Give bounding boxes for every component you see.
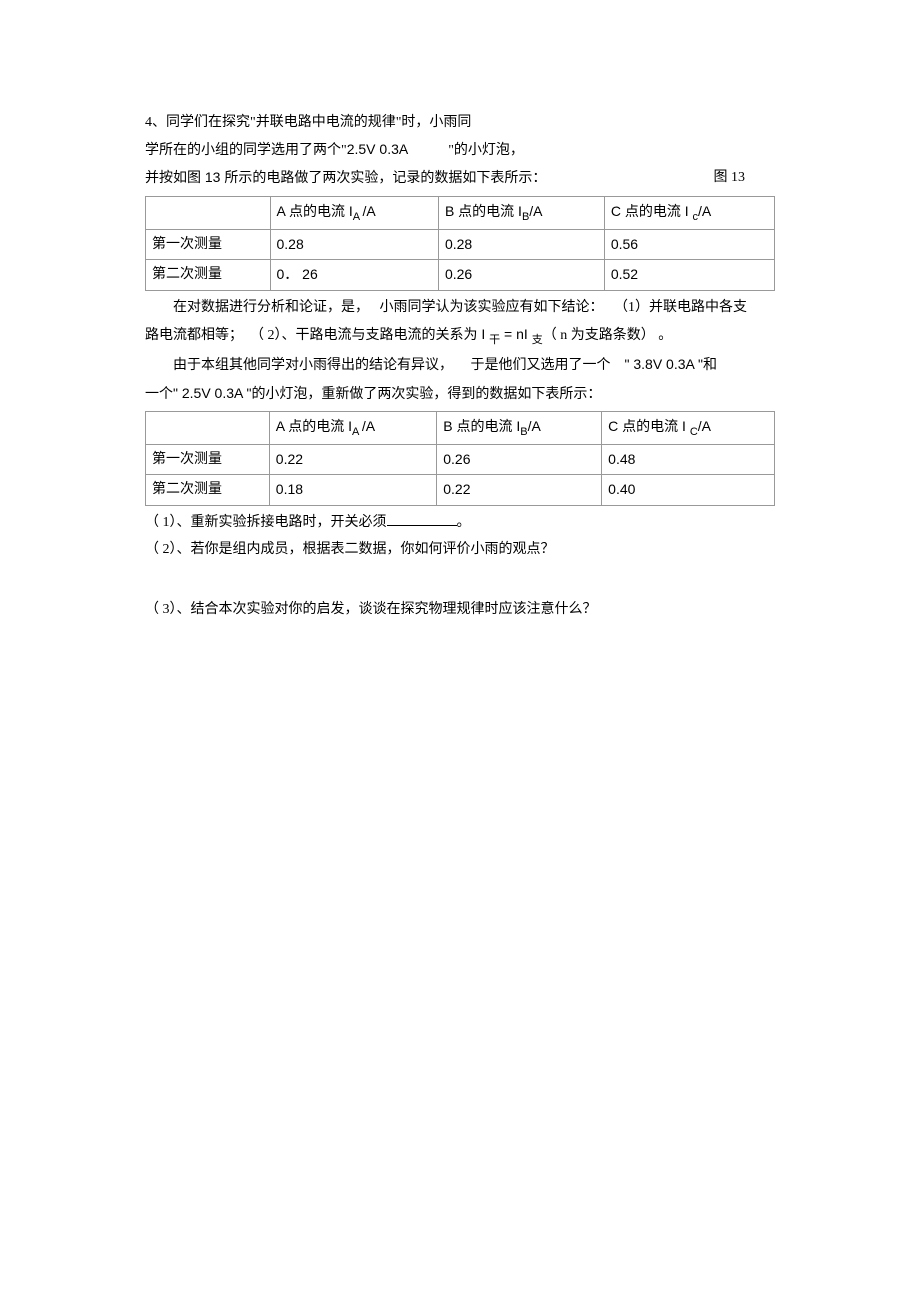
t: 支: [532, 334, 543, 346]
t: B: [445, 203, 458, 219]
cell: 0.48: [602, 445, 775, 475]
num: 13: [201, 169, 224, 185]
cell: 0． 26: [270, 260, 438, 290]
header-cell: C 点的电流 I C/A: [602, 411, 775, 445]
intro-line-1: 4、同学们在探究"并联电路中电流的规律"时，小雨同: [145, 110, 775, 135]
spec-text: 2.5V 0.3A: [347, 141, 409, 157]
t: （1）并联电路中各支: [614, 300, 747, 315]
intro-line-2: 学所在的小组的同学选用了两个"2.5V 0.3A "的小灯泡，: [145, 137, 775, 163]
fill-blank: [387, 512, 457, 526]
t: A: [352, 425, 362, 437]
text: "的小灯泡，: [448, 143, 524, 158]
cell: 第二次测量: [146, 475, 270, 505]
question-1: （ 1）、重新实验拆接电路时，开关必须 。: [145, 510, 775, 535]
analysis-para-2b: 一个" 2.5V 0.3A "的小灯泡，重新做了两次实验，得到的数据如下表所示：: [145, 381, 775, 407]
header-cell: B 点的电流 IB/A: [438, 196, 604, 230]
cell: 0.52: [604, 260, 774, 290]
t: 于是他们又选用了一个: [471, 358, 611, 373]
cell: 0.18: [269, 475, 436, 505]
t: A: [276, 418, 288, 434]
t: 干: [489, 334, 500, 346]
t: " 2.5V 0.3A ": [173, 385, 251, 401]
cell: 第一次测量: [146, 445, 270, 475]
header-cell: A 点的电流 IA /A: [270, 196, 438, 230]
t: C: [611, 203, 625, 219]
t: 和: [703, 358, 717, 373]
t: /A: [698, 203, 711, 219]
t: C: [608, 418, 622, 434]
analysis-para-1b: 路电流都相等； （ 2）、干路电流与支路电流的关系为 I 干 = nI 支（ n…: [145, 322, 775, 351]
t: /A: [363, 203, 376, 219]
t: /A: [528, 418, 541, 434]
header-cell: A 点的电流 IA /A: [269, 411, 436, 445]
data-table-2: A 点的电流 IA /A B 点的电流 IB/A C 点的电流 I C/A 第一…: [145, 411, 775, 506]
intro-line-3: 并按如图 13 所示的电路做了两次实验，记录的数据如下表所示： 图 13: [145, 165, 775, 191]
t: （ 1）、重新实验拆接电路时，开关必须: [145, 515, 387, 530]
t: 点的电流: [625, 205, 681, 220]
t: I: [478, 326, 490, 342]
t: /A: [698, 418, 711, 434]
question-3: （ 3）、结合本次实验对你的启发，谈谈在探究物理规律时应该注意什么？: [145, 597, 775, 622]
t: C: [690, 425, 698, 437]
data-table-1: A 点的电流 IA /A B 点的电流 IB/A C 点的电流 I c/A 第一…: [145, 196, 775, 291]
text: 并按如图: [145, 171, 201, 186]
table-row: 第一次测量 0.22 0.26 0.48: [146, 445, 775, 475]
cell: 第一次测量: [146, 230, 271, 260]
text: 所示的电路做了两次实验，记录的数据如下表所示：: [224, 171, 546, 186]
t: /A: [362, 418, 375, 434]
t: （ 2）、干路电流与支路电流的关系为: [250, 328, 478, 343]
t: B: [443, 418, 456, 434]
text: 4、同学们在探究"并联电路中电流的规律"时，小雨同: [145, 115, 471, 130]
t: 由于本组其他同学对小雨得出的结论有异议，: [173, 358, 453, 373]
t: I: [678, 418, 690, 434]
analysis-para-2a: 由于本组其他同学对小雨得出的结论有异议， 于是他们又选用了一个 " 3.8V 0…: [145, 352, 775, 378]
table-row: 第二次测量 0． 26 0.26 0.52: [146, 260, 775, 290]
t: A: [277, 203, 289, 219]
t: 路电流都相等；: [145, 328, 243, 343]
header-cell: [146, 411, 270, 445]
t: 点的电流: [622, 420, 678, 435]
question-2: （ 2）、若你是组内成员，根据表二数据，你如何评价小雨的观点？: [145, 537, 775, 562]
t: I: [514, 203, 522, 219]
figure-label: 图 13: [714, 165, 746, 190]
table-header-row: A 点的电流 IA /A B 点的电流 IB/A C 点的电流 I C/A: [146, 411, 775, 445]
t: 。: [457, 515, 471, 530]
cell: 第二次测量: [146, 260, 271, 290]
cell: 0.28: [438, 230, 604, 260]
cell: 0.22: [437, 475, 602, 505]
t: B: [520, 425, 527, 437]
cell: 0.28: [270, 230, 438, 260]
t: I: [681, 203, 693, 219]
cell: 0.40: [602, 475, 775, 505]
t: I: [345, 203, 353, 219]
t: 一个: [145, 387, 173, 402]
table-row: 第一次测量 0.28 0.28 0.56: [146, 230, 775, 260]
t: （ n 为支路条数） 。: [543, 328, 673, 343]
cell: 0.26: [437, 445, 602, 475]
cell: 0.26: [438, 260, 604, 290]
header-cell: [146, 196, 271, 230]
cell: 0.56: [604, 230, 774, 260]
text: 学所在的小组的同学选用了两个": [145, 143, 347, 158]
t: A: [353, 210, 363, 222]
header-cell: C 点的电流 I c/A: [604, 196, 774, 230]
table-row: 第二次测量 0.18 0.22 0.40: [146, 475, 775, 505]
header-cell: B 点的电流 IB/A: [437, 411, 602, 445]
table-header-row: A 点的电流 IA /A B 点的电流 IB/A C 点的电流 I c/A: [146, 196, 775, 230]
t: /A: [529, 203, 542, 219]
t: 点的电流: [288, 420, 344, 435]
t: " 3.8V 0.3A ": [625, 356, 703, 372]
t: 点的电流: [289, 205, 345, 220]
t: 点的电流: [456, 420, 512, 435]
t: I: [344, 418, 352, 434]
t: 的小灯泡，重新做了两次实验，得到的数据如下表所示：: [251, 387, 601, 402]
t: 点的电流: [458, 205, 514, 220]
analysis-para-1a: 在对数据进行分析和论证，是， 小雨同学认为该实验应有如下结论： （1）并联电路中…: [145, 295, 775, 320]
t: = nI: [500, 326, 532, 342]
t: 小雨同学认为该实验应有如下结论：: [380, 300, 604, 315]
cell: 0.22: [269, 445, 436, 475]
t: 在对数据进行分析和论证，是，: [173, 300, 369, 315]
